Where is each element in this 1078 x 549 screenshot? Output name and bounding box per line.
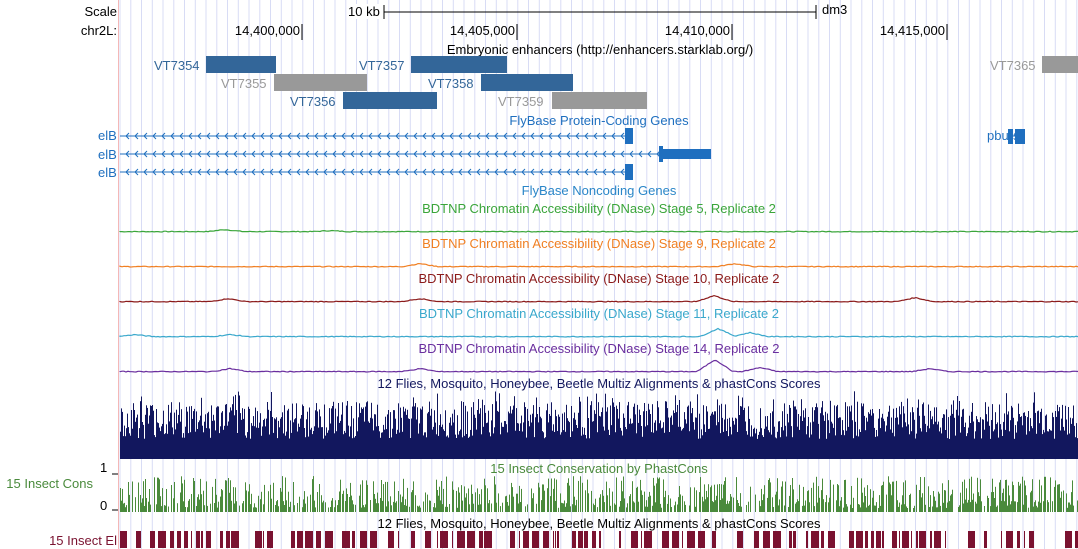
enhancer-feature[interactable] [343, 92, 437, 109]
position-tick-label: 14,410,000 [664, 23, 730, 38]
gene-models[interactable] [118, 124, 1078, 184]
insect-cons-ymax: 1 [100, 460, 108, 475]
enhancer-feature[interactable] [552, 92, 647, 109]
insect-cons-side-label[interactable]: 15 Insect Cons [6, 476, 93, 491]
multiz-track-title: 12 Flies, Mosquito, Honeybee, Beetle Mul… [377, 376, 821, 391]
gene-label[interactable]: elB [98, 128, 117, 143]
insect-el-track-title: 12 Flies, Mosquito, Honeybee, Beetle Mul… [377, 516, 821, 531]
enhancer-label[interactable]: VT7355 [221, 76, 267, 91]
enhancer-feature[interactable] [1042, 56, 1078, 73]
dnase-stage14-title: BDTNP Chromatin Accessibility (DNase) St… [418, 341, 780, 356]
enhancer-feature[interactable] [206, 56, 276, 73]
chrom-label: chr2L: [80, 23, 117, 38]
dnase-stage9-title: BDTNP Chromatin Accessibility (DNase) St… [422, 236, 776, 251]
dnase-stage11-title: BDTNP Chromatin Accessibility (DNase) St… [418, 306, 780, 321]
enhancer-label[interactable]: VT7354 [154, 58, 200, 73]
enhancer-feature[interactable] [411, 56, 507, 73]
enhancer-feature[interactable] [481, 74, 573, 91]
position-tick-label: 14,415,000 [879, 23, 945, 38]
position-tick-label: 14,400,000 [234, 23, 300, 38]
enhancer-label[interactable]: VT7365 [990, 58, 1036, 73]
scale-label: Scale [84, 4, 117, 19]
flybase-noncoding-track-title: FlyBase Noncoding Genes [521, 183, 677, 198]
enhancer-label[interactable]: VT7357 [359, 58, 405, 73]
enhancer-feature[interactable] [274, 74, 367, 91]
position-tick-label: 14,405,000 [449, 23, 515, 38]
gene-label[interactable]: elB [98, 165, 117, 180]
insect-cons-ymin: 0 [100, 498, 108, 513]
enhancer-label[interactable]: VT7358 [428, 76, 474, 91]
dnase-stage5-title: BDTNP Chromatin Accessibility (DNase) St… [422, 201, 776, 216]
left-margin-line [118, 0, 119, 549]
ruler-ticks [301, 24, 948, 40]
flybase-coding-track-title: FlyBase Protein-Coding Genes [509, 113, 689, 128]
insect-el-side-label[interactable]: 15 Insect El [49, 533, 117, 548]
assembly-label: dm3 [822, 2, 848, 17]
scale-bar-label: 10 kb [348, 4, 380, 19]
gene-label[interactable]: elB [98, 147, 117, 162]
enhancers-track-title: Embryonic enhancers (http://enhancers.st… [446, 42, 754, 57]
dnase-stage10-title: BDTNP Chromatin Accessibility (DNase) St… [418, 271, 780, 286]
scale-bar [383, 5, 817, 19]
enhancer-label[interactable]: VT7356 [290, 94, 336, 109]
insect-cons-track-title: 15 Insect Conservation by PhastCons [490, 461, 708, 476]
enhancer-label[interactable]: VT7359 [498, 94, 544, 109]
